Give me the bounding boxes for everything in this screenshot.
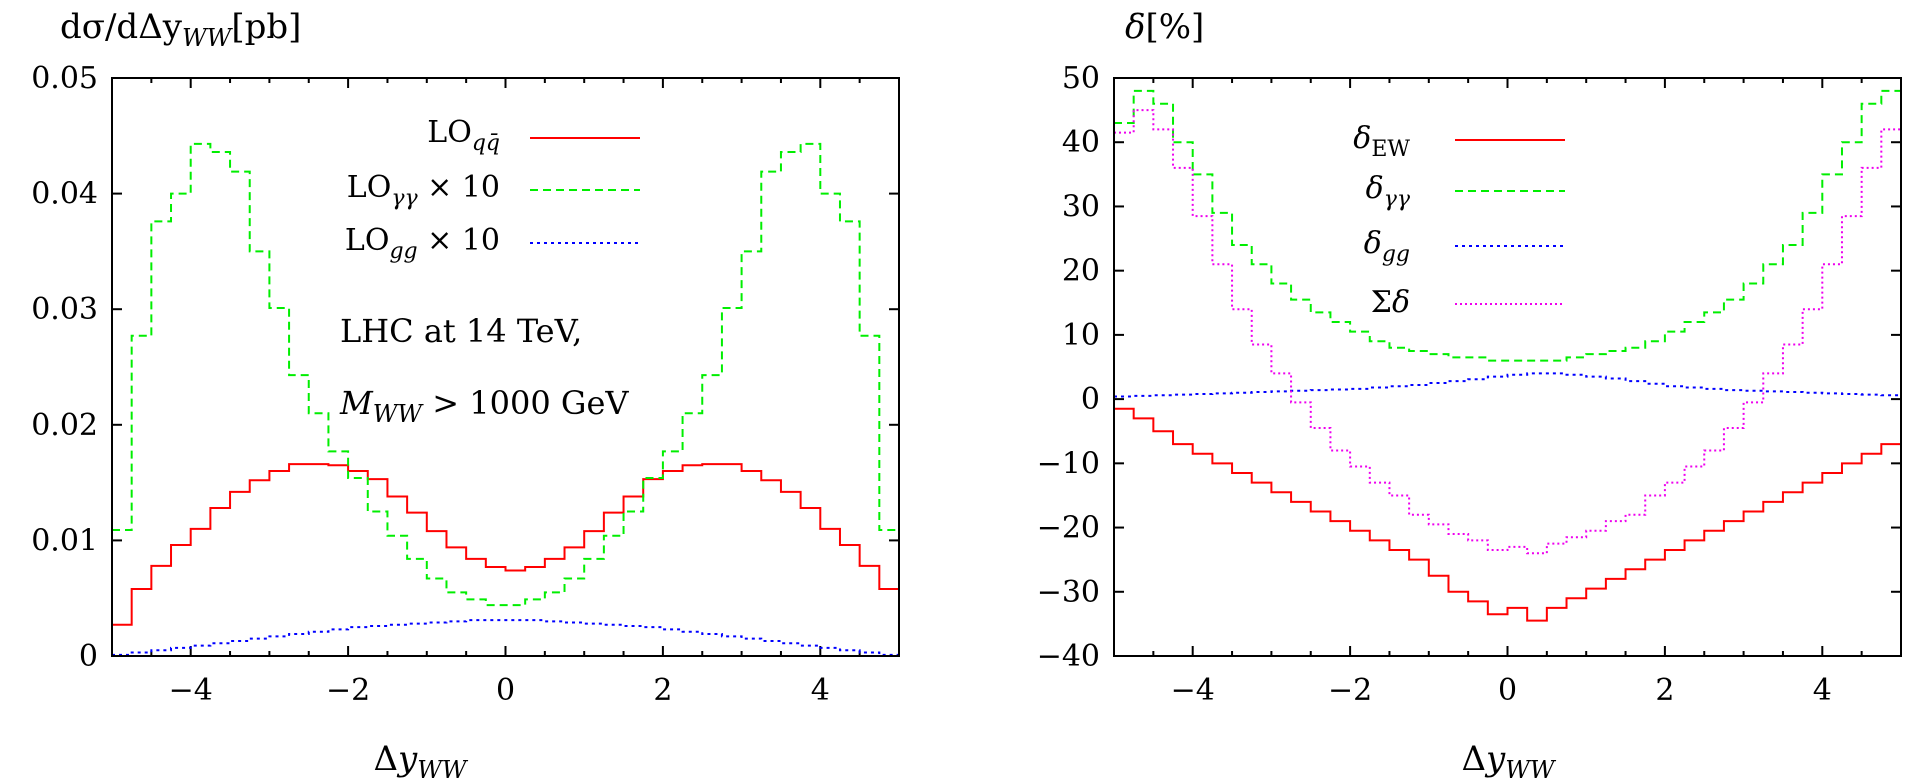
right-series--1 xyxy=(1114,89,1901,362)
right-legend-delta-ew: δEW xyxy=(1353,121,1410,162)
left-legend-lo-qqbar: LOqq̄ xyxy=(427,115,500,156)
left-annotation-mww: MWW > 1000 GeV xyxy=(339,384,629,428)
right-series-gg-2 xyxy=(1114,372,1901,398)
left-y-tick-label: 0.05 xyxy=(31,61,98,96)
right-series--3 xyxy=(1114,109,1901,555)
right-y-tick-label: −30 xyxy=(1037,575,1100,610)
right-chart: δ[%] ΔyWW −4 −2 0 2 4−40−30−20−1001020304050… xyxy=(1037,7,1902,780)
right-y-tick-label: 30 xyxy=(1062,189,1100,224)
right-y-tick-label: 20 xyxy=(1062,254,1100,289)
left-series-lines xyxy=(112,142,899,656)
left-series-lo-gg-10-2 xyxy=(112,619,899,656)
left-x-tick-label: 2 xyxy=(653,673,672,708)
right-legend-delta-gammagamma: δγγ xyxy=(1366,171,1411,212)
right-y-axis-label: δ[%] xyxy=(1125,7,1204,47)
left-y-tick-label: 0.04 xyxy=(31,177,98,212)
right-legend-delta-gg: δgg xyxy=(1364,226,1410,267)
left-legend-lo-gg: LOgg × 10 xyxy=(345,223,500,264)
right-x-tick-label: −4 xyxy=(1171,673,1215,708)
right-y-tick-label: 40 xyxy=(1062,125,1100,160)
left-x-tick-label: 0 xyxy=(496,673,515,708)
left-x-tick-label: 4 xyxy=(811,673,830,708)
right-series-lines xyxy=(1114,89,1901,622)
right-y-tick-label: −20 xyxy=(1037,511,1100,546)
right-legend-sum-delta: Σδ xyxy=(1371,285,1410,320)
right-x-tick-label: 0 xyxy=(1498,673,1517,708)
left-legend-lo-gammagamma: LOγγ × 10 xyxy=(347,170,500,211)
left-series-lo-10-1 xyxy=(112,142,899,607)
right-x-tick-label: 4 xyxy=(1813,673,1832,708)
left-annotation-lhc: LHC at 14 TeV, xyxy=(340,312,582,350)
left-x-tick-label: −4 xyxy=(169,673,213,708)
right-x-tick-label: −2 xyxy=(1328,673,1372,708)
left-y-tick-label: 0.01 xyxy=(31,523,98,558)
right-y-tick-label: 10 xyxy=(1062,318,1100,353)
right-y-tick-label: −40 xyxy=(1037,639,1100,674)
right-y-tick-label: 0 xyxy=(1081,382,1100,417)
right-y-tick-label: 50 xyxy=(1062,61,1100,96)
left-y-axis-label: dσ/dΔyWW[pb] xyxy=(60,7,301,52)
right-y-tick-label: −10 xyxy=(1037,446,1100,481)
left-y-tick-label: 0 xyxy=(79,639,98,674)
left-y-tick-label: 0.03 xyxy=(31,292,98,327)
left-y-tick-label: 0.02 xyxy=(31,408,98,443)
left-plot-frame xyxy=(111,77,900,657)
right-plot-frame xyxy=(1113,77,1902,657)
left-chart: dσ/dΔyWW[pb] ΔyWW −4 −2 0 2 4 0 0.01 0.02 0.03 0.… xyxy=(31,7,900,780)
left-legend: LOqq̄ LOγγ × 10 LOgg × 10 xyxy=(345,115,640,264)
left-series-lo-qq-0 xyxy=(112,463,899,626)
right-legend: δEW δγγ δgg Σδ xyxy=(1353,121,1565,320)
left-x-axis-label: ΔyWW xyxy=(373,739,468,780)
right-x-tick-label: 2 xyxy=(1655,673,1674,708)
right-x-axis-label: ΔyWW xyxy=(1461,739,1556,780)
left-x-tick-label: −2 xyxy=(326,673,370,708)
right-series-ew-0 xyxy=(1114,407,1901,622)
